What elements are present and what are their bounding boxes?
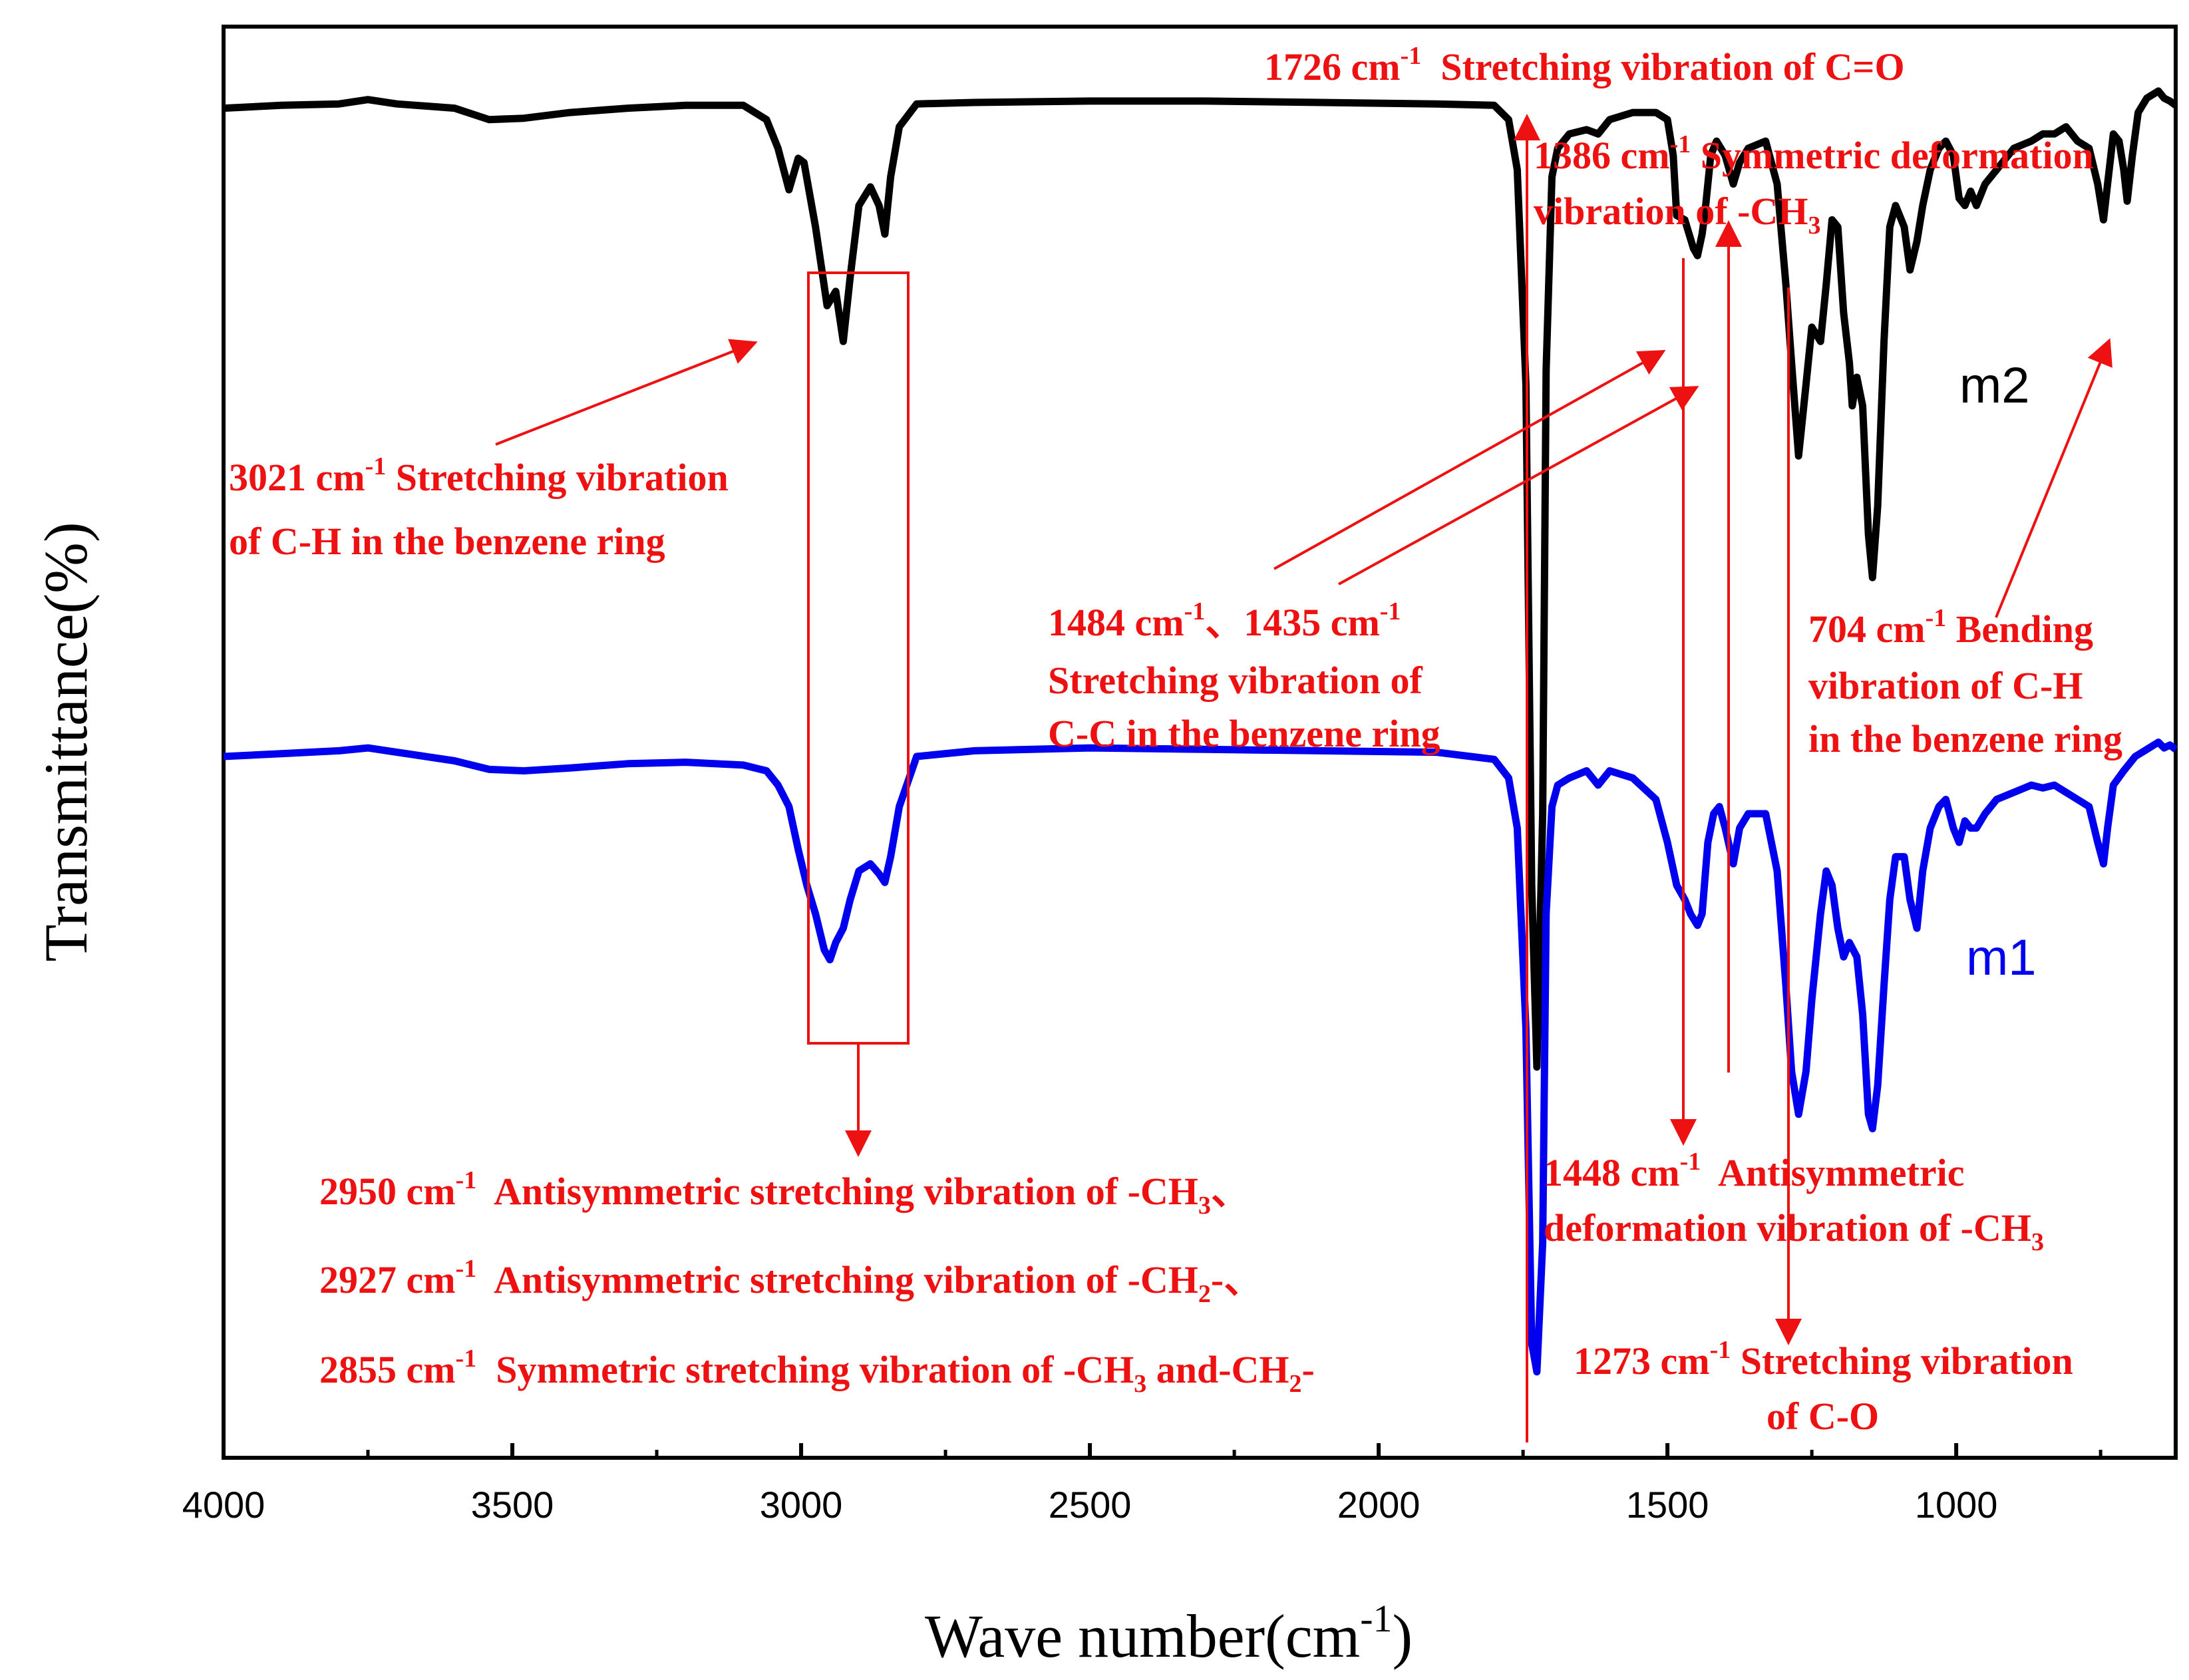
x-tick-label: 1500 (1626, 1484, 1709, 1526)
plot-frame (222, 25, 2178, 1460)
x-tick-label: 4000 (182, 1484, 265, 1526)
annotation-arrow-704 (1995, 338, 2112, 618)
x-tick-label: 1000 (1915, 1484, 1998, 1526)
annotation-1273-line2: of C-O (1767, 1395, 1879, 1438)
x-tick-label: 2000 (1337, 1484, 1421, 1526)
annotation-arrow-1435 (1338, 386, 1699, 586)
annotation-2855: 2855 cm-1 Symmetric stretching vibration… (319, 1345, 1315, 1398)
annotation-1273-line1: 1273 cm-1 Stretching vibration (1574, 1336, 2073, 1383)
annotation-704-line3: in the benzene ring (1808, 717, 2122, 760)
annotation-2927: 2927 cm-1 Antisymmetric stretching vibra… (319, 1255, 1262, 1308)
annotation-box-ch-region (807, 271, 910, 1045)
annotation-1484-line2: Stretching vibration of (1048, 659, 1423, 702)
x-axis-title: Wave number(cm-1) (925, 1597, 1413, 1670)
x-axis-ticks: 4000 3500 3000 2500 2000 1500 1000 (182, 1443, 2103, 1526)
annotation-1726: 1726 cm-1 Stretching vibration of C=O (1264, 42, 1905, 88)
annotation-1484-line1: 1484 cm-1、1435 cm-1 (1048, 597, 1401, 644)
x-tick-label: 3500 (471, 1484, 554, 1526)
annotation-704-line1: 704 cm-1 Bending (1808, 604, 2093, 651)
annotation-arrow-3021 (495, 339, 758, 446)
annotation-3021-line2: of C-H in the benzene ring (229, 520, 665, 563)
annotation-3021-line1: 3021 cm-1 Stretching vibration (229, 452, 729, 499)
annotation-1448-line1: 1448 cm-1 Antisymmetric (1544, 1148, 1964, 1194)
annotation-1386-line1: 1386 cm-1 Symmetric deformation (1534, 130, 2094, 177)
y-axis-title: Transmittance(%) (32, 522, 100, 962)
annotation-1448-line2: deformation vibration of -CH3 (1544, 1206, 2044, 1256)
series-line-m2 (223, 87, 2178, 1071)
annotation-arrow-1484 (1273, 350, 1666, 570)
series-label-m2: m2 (1959, 357, 2030, 414)
annotation-1386-line2: vibration of -CH3 (1534, 190, 1820, 240)
x-tick-label: 2500 (1049, 1484, 1132, 1526)
series-line-m1 (223, 739, 2178, 1376)
annotation-1484-line3: C-C in the benzene ring (1048, 712, 1440, 755)
x-tick-label: 3000 (760, 1484, 843, 1526)
annotation-2950: 2950 cm-1 Antisymmetric stretching vibra… (319, 1166, 1250, 1220)
annotation-704-line2: vibration of C-H (1808, 664, 2083, 707)
series-label-m1: m1 (1966, 929, 2037, 986)
